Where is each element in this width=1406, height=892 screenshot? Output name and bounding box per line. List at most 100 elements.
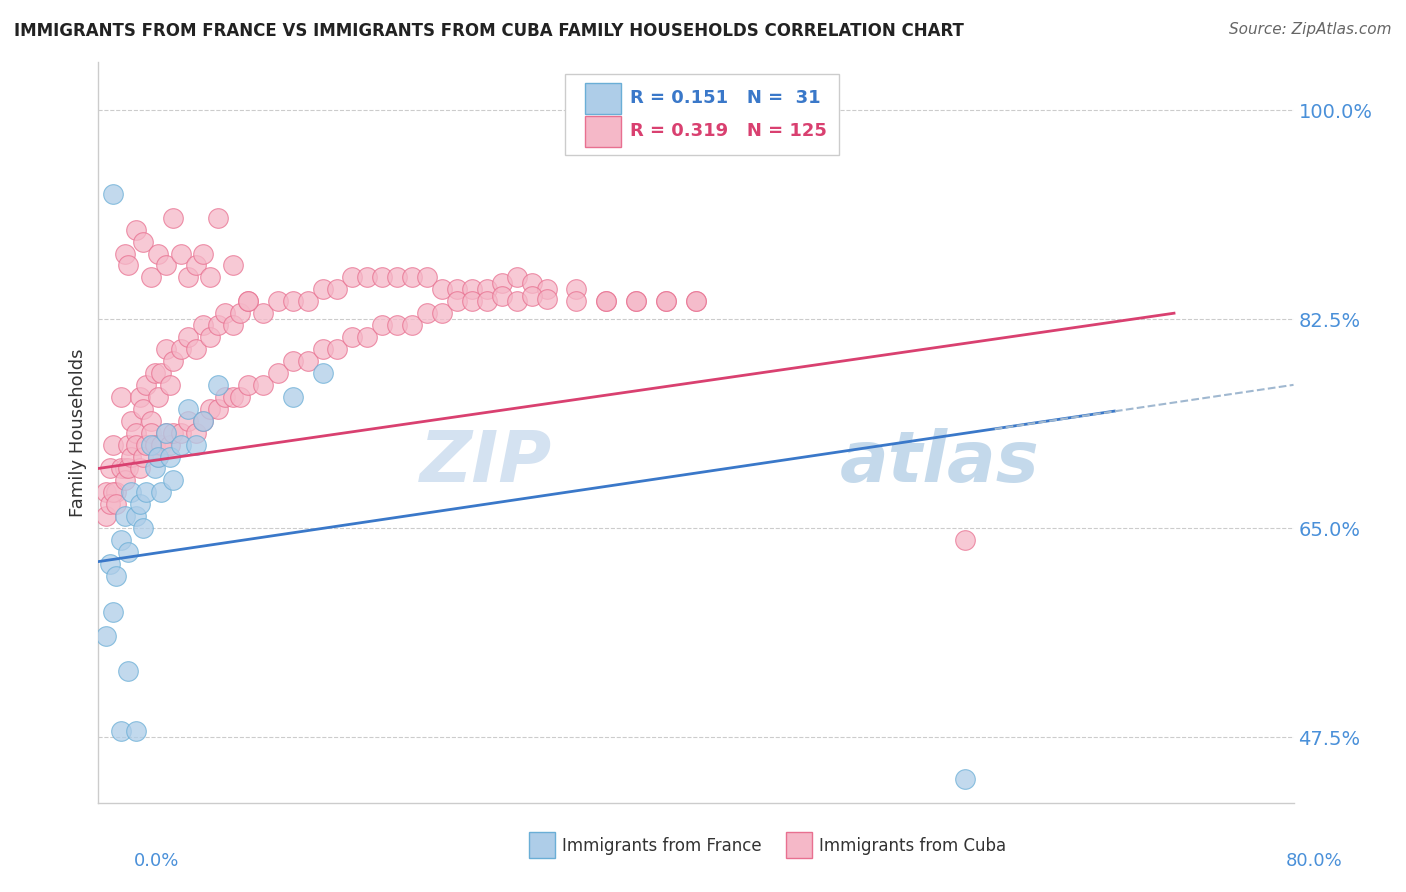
Point bbox=[143, 437, 166, 451]
Point bbox=[655, 294, 678, 309]
Point bbox=[385, 318, 409, 333]
Point bbox=[169, 437, 191, 451]
Point bbox=[281, 294, 304, 309]
Text: R = 0.151   N =  31: R = 0.151 N = 31 bbox=[630, 89, 821, 107]
Text: 0.0%: 0.0% bbox=[134, 852, 179, 870]
Point bbox=[416, 306, 439, 320]
FancyBboxPatch shape bbox=[565, 73, 839, 155]
Point bbox=[159, 450, 181, 464]
Point bbox=[94, 485, 117, 500]
FancyBboxPatch shape bbox=[585, 83, 620, 114]
Point bbox=[135, 377, 157, 392]
FancyBboxPatch shape bbox=[585, 116, 620, 147]
Point bbox=[143, 461, 166, 475]
Point bbox=[207, 318, 229, 333]
Point bbox=[125, 437, 148, 451]
Point bbox=[132, 235, 155, 249]
Point bbox=[536, 282, 558, 296]
Point bbox=[356, 270, 378, 285]
Point bbox=[150, 366, 173, 380]
Point bbox=[184, 342, 207, 356]
Point bbox=[114, 509, 136, 524]
Point bbox=[200, 330, 222, 344]
Point bbox=[155, 259, 177, 273]
Point bbox=[148, 450, 170, 464]
Text: Source: ZipAtlas.com: Source: ZipAtlas.com bbox=[1229, 22, 1392, 37]
Point bbox=[120, 485, 142, 500]
Point bbox=[229, 390, 252, 404]
Point bbox=[169, 246, 191, 260]
Point bbox=[626, 294, 648, 309]
FancyBboxPatch shape bbox=[786, 832, 811, 858]
Point bbox=[110, 533, 132, 547]
Point bbox=[184, 437, 207, 451]
Point bbox=[117, 665, 139, 679]
Point bbox=[214, 390, 236, 404]
Point bbox=[139, 425, 162, 440]
Point bbox=[342, 330, 364, 344]
Point bbox=[117, 259, 139, 273]
Point bbox=[143, 366, 166, 380]
Point bbox=[207, 377, 229, 392]
Point bbox=[114, 474, 136, 488]
Text: ZIP: ZIP bbox=[420, 428, 553, 497]
Point bbox=[103, 605, 125, 619]
Point bbox=[125, 425, 148, 440]
Point bbox=[125, 222, 148, 236]
Point bbox=[177, 401, 200, 416]
Point bbox=[162, 211, 184, 225]
FancyBboxPatch shape bbox=[529, 832, 555, 858]
Point bbox=[236, 377, 259, 392]
Point bbox=[191, 246, 214, 260]
Point bbox=[103, 186, 125, 201]
Point bbox=[267, 294, 290, 309]
Point bbox=[110, 461, 132, 475]
Point bbox=[120, 450, 142, 464]
Point bbox=[150, 437, 173, 451]
Point bbox=[132, 521, 155, 535]
Point bbox=[129, 390, 152, 404]
Point bbox=[125, 724, 148, 739]
Point bbox=[953, 533, 976, 547]
Point bbox=[385, 270, 409, 285]
Point bbox=[214, 306, 236, 320]
Point bbox=[110, 390, 132, 404]
Point bbox=[342, 270, 364, 285]
Point bbox=[155, 425, 177, 440]
Point bbox=[177, 414, 200, 428]
Point bbox=[520, 289, 543, 303]
Point bbox=[491, 277, 513, 291]
Point bbox=[356, 330, 378, 344]
Point bbox=[169, 342, 191, 356]
Point bbox=[159, 377, 181, 392]
Point bbox=[132, 401, 155, 416]
Point bbox=[129, 497, 152, 511]
Point bbox=[222, 318, 245, 333]
Point bbox=[475, 282, 498, 296]
Point bbox=[236, 294, 259, 309]
Point bbox=[150, 485, 173, 500]
Text: R = 0.319   N = 125: R = 0.319 N = 125 bbox=[630, 121, 827, 139]
Point bbox=[595, 294, 617, 309]
Point bbox=[105, 569, 128, 583]
Point bbox=[114, 461, 136, 475]
Point bbox=[191, 318, 214, 333]
Text: Immigrants from France: Immigrants from France bbox=[562, 837, 762, 855]
Point bbox=[103, 485, 125, 500]
Point bbox=[139, 414, 162, 428]
Point bbox=[117, 437, 139, 451]
Point bbox=[155, 425, 177, 440]
Point bbox=[207, 211, 229, 225]
Point bbox=[105, 485, 128, 500]
Point bbox=[311, 282, 333, 296]
Point bbox=[200, 270, 222, 285]
Point bbox=[139, 270, 162, 285]
Point bbox=[401, 318, 423, 333]
Point bbox=[191, 414, 214, 428]
Point bbox=[311, 342, 333, 356]
Point bbox=[506, 270, 529, 285]
Text: Immigrants from Cuba: Immigrants from Cuba bbox=[820, 837, 1007, 855]
Point bbox=[326, 342, 349, 356]
Point bbox=[177, 270, 200, 285]
Text: atlas: atlas bbox=[839, 428, 1039, 497]
